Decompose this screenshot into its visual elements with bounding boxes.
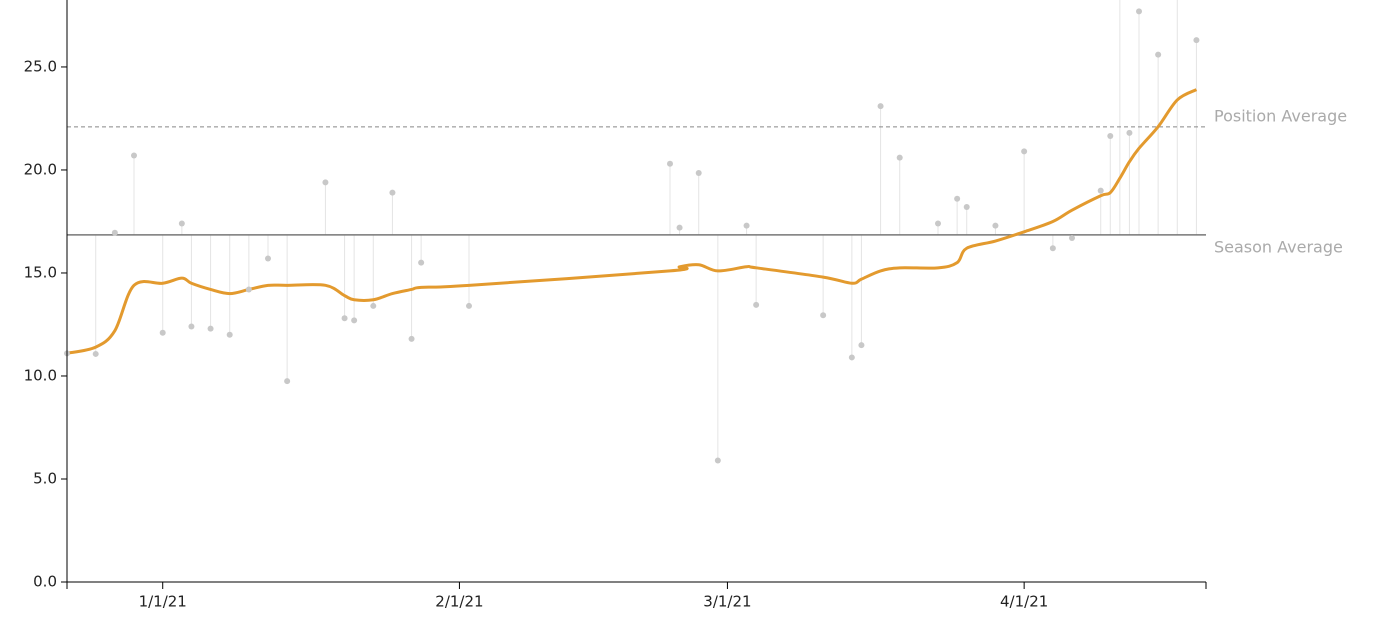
point xyxy=(1049,245,1056,252)
point xyxy=(963,204,970,211)
point xyxy=(418,259,425,266)
stems xyxy=(66,0,1197,461)
point xyxy=(877,103,884,110)
point xyxy=(714,457,721,464)
y-tick-label: 10.0 xyxy=(24,366,57,384)
trend xyxy=(66,88,1198,355)
point xyxy=(858,342,865,349)
point xyxy=(322,179,329,186)
x-tick-label: 4/1/21 xyxy=(1000,593,1048,611)
point xyxy=(178,220,185,227)
point xyxy=(1107,132,1114,139)
point xyxy=(245,286,252,293)
point xyxy=(159,329,166,336)
x-tick-label: 1/1/21 xyxy=(139,593,187,611)
point xyxy=(111,229,118,236)
y-tick-label: 0.0 xyxy=(33,573,57,591)
point xyxy=(667,160,673,167)
point xyxy=(743,222,750,229)
y-tick-label: 15.0 xyxy=(24,263,57,281)
reference-label: Position Average xyxy=(1214,106,1347,125)
point xyxy=(351,317,358,324)
trend-line xyxy=(66,88,1198,355)
point xyxy=(695,170,702,177)
point xyxy=(389,189,396,196)
y-tick-label: 20.0 xyxy=(24,160,57,178)
point xyxy=(1126,129,1133,136)
point xyxy=(265,255,271,262)
axes: 0.0 5.0 10.0 15.0 20.0 25.0 1/1/21 2/1/21 3/1/21… xyxy=(24,0,1207,611)
point xyxy=(188,323,195,330)
point xyxy=(935,220,941,227)
point xyxy=(676,224,683,231)
point xyxy=(896,154,903,161)
point xyxy=(92,350,99,357)
point xyxy=(131,152,137,159)
point xyxy=(1097,187,1104,194)
point xyxy=(820,312,827,319)
point xyxy=(1193,37,1200,44)
point xyxy=(408,335,415,342)
reference-label: Season Average xyxy=(1214,237,1343,256)
point xyxy=(992,222,999,229)
point xyxy=(1136,8,1142,15)
point xyxy=(466,302,472,309)
points xyxy=(64,8,1200,464)
point xyxy=(370,302,377,309)
point xyxy=(207,325,214,332)
point xyxy=(1021,148,1028,155)
point xyxy=(753,301,760,308)
point xyxy=(954,195,961,202)
point xyxy=(341,315,348,322)
point xyxy=(1069,234,1075,241)
y-tick-label: 5.0 xyxy=(33,469,57,487)
x-tick-label: 2/1/21 xyxy=(435,593,483,611)
point xyxy=(226,331,233,338)
y-tick-label: 25.0 xyxy=(24,57,57,75)
x-tick-label: 3/1/21 xyxy=(703,593,751,611)
point xyxy=(848,354,855,361)
point xyxy=(284,378,291,385)
point xyxy=(1155,51,1162,58)
